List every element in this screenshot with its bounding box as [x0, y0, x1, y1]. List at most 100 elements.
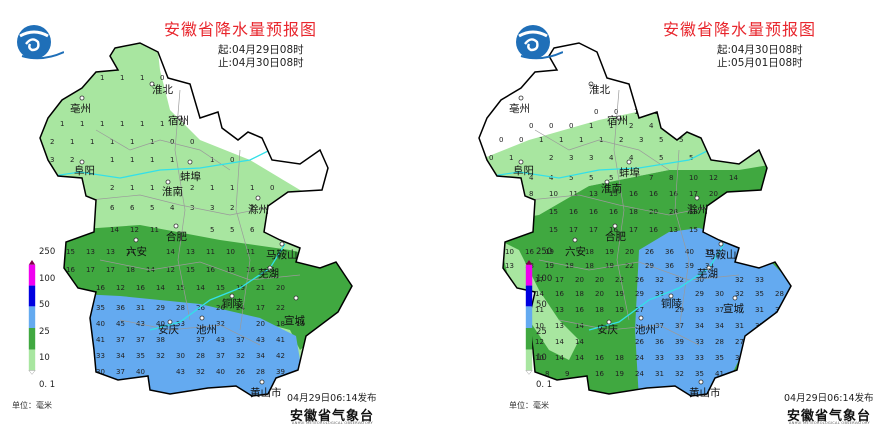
svg-text:16: 16 — [555, 290, 564, 298]
svg-text:铜陵: 铜陵 — [661, 298, 682, 310]
svg-text:13: 13 — [555, 306, 564, 314]
legend-label-100: 100 — [39, 274, 56, 284]
svg-text:14: 14 — [156, 284, 165, 292]
svg-text:11: 11 — [150, 226, 159, 234]
svg-text:16: 16 — [589, 208, 598, 216]
svg-text:14: 14 — [535, 290, 544, 298]
legend-label-250: 250 — [536, 247, 553, 257]
svg-text:14: 14 — [575, 354, 584, 362]
svg-text:0: 0 — [594, 108, 598, 116]
svg-text:1: 1 — [130, 184, 134, 192]
svg-text:40: 40 — [156, 320, 165, 328]
svg-text:1: 1 — [589, 122, 593, 130]
svg-text:31: 31 — [735, 322, 744, 330]
svg-text:16: 16 — [575, 306, 584, 314]
svg-text:32: 32 — [196, 368, 205, 376]
svg-text:铜陵: 铜陵 — [222, 298, 243, 310]
svg-text:2: 2 — [629, 122, 633, 130]
svg-text:16: 16 — [525, 248, 534, 256]
svg-text:19: 19 — [615, 370, 624, 378]
svg-text:1: 1 — [100, 120, 104, 128]
svg-text:1: 1 — [210, 184, 214, 192]
svg-text:6: 6 — [130, 204, 135, 212]
svg-text:18: 18 — [689, 208, 698, 216]
province-boundary — [39, 42, 353, 397]
svg-text:宿州: 宿州 — [607, 114, 628, 127]
svg-text:40: 40 — [136, 368, 145, 376]
svg-text:20: 20 — [256, 320, 265, 328]
legend-label-50: 50 — [39, 300, 50, 310]
svg-text:14: 14 — [555, 338, 564, 346]
svg-text:11: 11 — [535, 306, 544, 314]
svg-text:33: 33 — [695, 306, 704, 314]
svg-text:1: 1 — [634, 108, 638, 116]
svg-text:5: 5 — [609, 174, 613, 182]
svg-text:安庆: 安庆 — [158, 323, 179, 336]
svg-text:19: 19 — [545, 248, 554, 256]
svg-text:37: 37 — [236, 336, 245, 344]
svg-text:4: 4 — [629, 154, 634, 162]
svg-text:阜阳: 阜阳 — [513, 164, 534, 177]
svg-text:13: 13 — [106, 248, 115, 256]
svg-text:9: 9 — [565, 370, 569, 378]
svg-text:34: 34 — [256, 352, 265, 360]
svg-text:14: 14 — [555, 354, 564, 362]
svg-text:38: 38 — [705, 248, 714, 256]
svg-text:35: 35 — [715, 354, 724, 362]
svg-text:14: 14 — [575, 338, 584, 346]
svg-text:17: 17 — [106, 266, 115, 274]
svg-text:18: 18 — [585, 262, 594, 270]
svg-text:32: 32 — [156, 352, 165, 360]
svg-text:1: 1 — [130, 156, 134, 164]
svg-text:17: 17 — [535, 276, 544, 284]
svg-text:13: 13 — [186, 248, 195, 256]
svg-text:32: 32 — [675, 276, 684, 284]
svg-text:14: 14 — [126, 248, 135, 256]
svg-text:1: 1 — [100, 74, 104, 82]
svg-text:29: 29 — [675, 306, 684, 314]
issued-time: 04月29日06:14发布 — [287, 393, 377, 404]
svg-text:26: 26 — [635, 276, 644, 284]
svg-text:14: 14 — [166, 248, 175, 256]
svg-text:33: 33 — [655, 290, 664, 298]
county-lines — [89, 89, 301, 346]
svg-text:15: 15 — [609, 190, 618, 198]
svg-text:12: 12 — [709, 174, 718, 182]
svg-text:0: 0 — [230, 156, 234, 164]
svg-text:4: 4 — [270, 226, 275, 234]
svg-text:38: 38 — [156, 336, 165, 344]
svg-text:5: 5 — [659, 154, 663, 162]
svg-text:蚌埠: 蚌埠 — [619, 166, 640, 179]
svg-text:16: 16 — [609, 208, 618, 216]
svg-text:15: 15 — [549, 226, 558, 234]
svg-text:28: 28 — [715, 338, 724, 346]
svg-text:43: 43 — [216, 336, 225, 344]
svg-text:16: 16 — [649, 226, 658, 234]
svg-text:29: 29 — [695, 290, 704, 298]
legend-label-10: 10 — [536, 353, 547, 363]
svg-text:8: 8 — [669, 174, 673, 182]
logo-icon — [516, 25, 563, 60]
svg-text:1: 1 — [150, 138, 154, 146]
issued-time: 04月29日06:14发布 — [784, 393, 874, 404]
svg-text:37: 37 — [196, 336, 205, 344]
svg-text:3: 3 — [669, 122, 673, 130]
svg-text:14: 14 — [575, 322, 584, 330]
svg-text:22: 22 — [615, 276, 624, 284]
svg-text:13: 13 — [226, 266, 235, 274]
svg-text:14: 14 — [196, 284, 205, 292]
svg-text:3: 3 — [569, 154, 573, 162]
svg-text:33: 33 — [176, 320, 185, 328]
svg-text:20: 20 — [709, 190, 718, 198]
svg-text:4: 4 — [529, 174, 534, 182]
svg-text:30: 30 — [755, 338, 764, 346]
svg-text:33: 33 — [655, 354, 664, 362]
svg-text:宿州: 宿州 — [168, 114, 189, 127]
svg-text:六安: 六安 — [565, 245, 586, 258]
svg-text:32: 32 — [236, 352, 245, 360]
svg-text:1: 1 — [110, 156, 114, 164]
svg-text:黄山市: 黄山市 — [250, 386, 282, 399]
svg-text:亳州: 亳州 — [509, 102, 530, 115]
svg-text:19: 19 — [615, 290, 624, 298]
